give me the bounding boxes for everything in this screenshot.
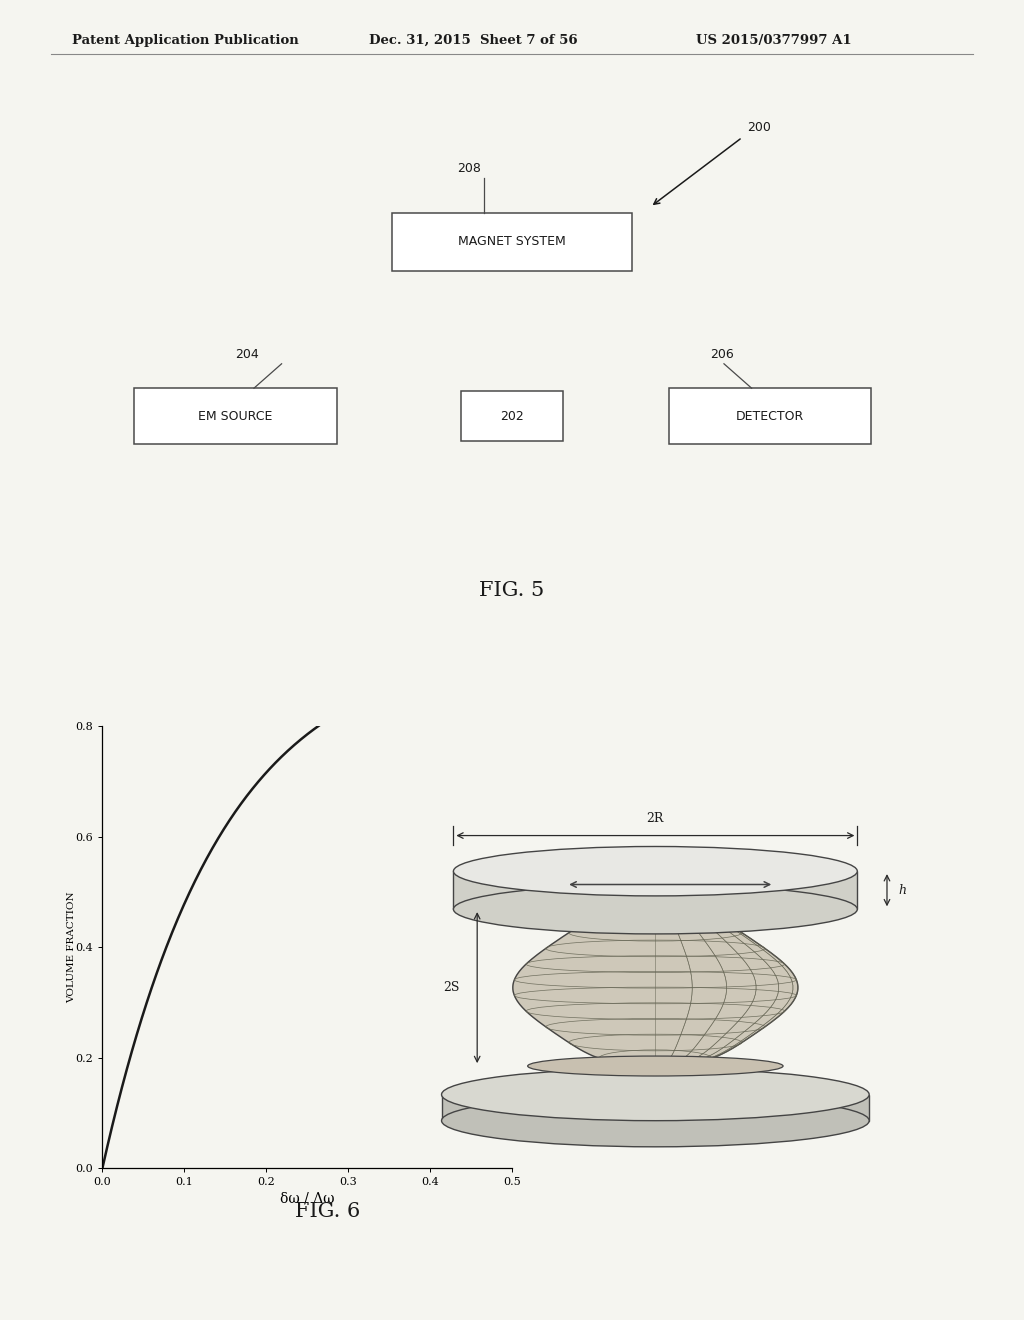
FancyBboxPatch shape <box>669 388 871 444</box>
Text: FIG. 5: FIG. 5 <box>479 581 545 599</box>
Text: FIG. 6: FIG. 6 <box>295 1203 360 1221</box>
Ellipse shape <box>527 899 783 919</box>
FancyBboxPatch shape <box>462 391 563 441</box>
Ellipse shape <box>527 1056 783 1076</box>
Ellipse shape <box>454 846 857 896</box>
Text: 208: 208 <box>457 162 480 176</box>
Text: Dec. 31, 2015  Sheet 7 of 56: Dec. 31, 2015 Sheet 7 of 56 <box>369 33 578 46</box>
Text: 2S: 2S <box>443 981 460 994</box>
Polygon shape <box>513 909 798 1067</box>
Polygon shape <box>454 871 857 909</box>
Text: 202: 202 <box>500 409 524 422</box>
Ellipse shape <box>441 1094 869 1147</box>
Text: 206: 206 <box>711 348 734 360</box>
FancyBboxPatch shape <box>392 213 632 271</box>
Ellipse shape <box>454 884 857 935</box>
Text: Patent Application Publication: Patent Application Publication <box>72 33 298 46</box>
Y-axis label: VOLUME FRACTION: VOLUME FRACTION <box>67 891 76 1003</box>
Text: EM SOURCE: EM SOURCE <box>199 409 272 422</box>
Text: 200: 200 <box>748 121 771 135</box>
Text: DETECTOR: DETECTOR <box>736 409 804 422</box>
FancyBboxPatch shape <box>134 388 337 444</box>
Text: 204: 204 <box>236 348 259 360</box>
Ellipse shape <box>441 1068 869 1121</box>
Polygon shape <box>441 1094 869 1121</box>
X-axis label: δω / Δω: δω / Δω <box>280 1192 335 1205</box>
Text: h: h <box>899 883 907 896</box>
Text: 2R: 2R <box>647 812 664 825</box>
Text: MAGNET SYSTEM: MAGNET SYSTEM <box>458 235 566 248</box>
Text: US 2015/0377997 A1: US 2015/0377997 A1 <box>696 33 852 46</box>
